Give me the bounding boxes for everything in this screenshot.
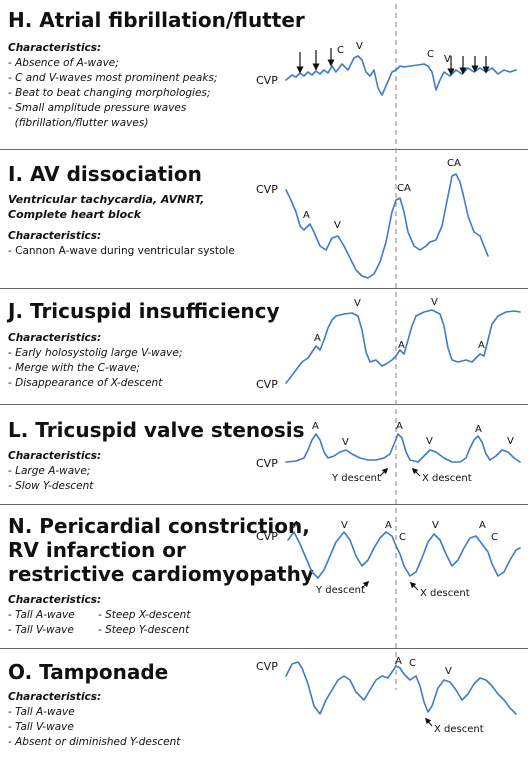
y-descent-arrow-icon	[379, 467, 389, 477]
wave-label-a: A	[385, 520, 392, 531]
wave-label-a: A	[312, 421, 319, 432]
x-descent-arrow-icon	[409, 581, 419, 591]
y-descent-arrow-icon	[361, 580, 370, 589]
wave-label-c: C	[337, 45, 344, 56]
section-n-title: restrictive cardiomyopathy	[8, 562, 314, 586]
cvp-label: CVP	[256, 530, 278, 543]
section-n-item: - Steep Y-descent	[98, 624, 190, 636]
section-h-char-label: Characteristics:	[8, 42, 102, 54]
wave-label-a: A	[395, 656, 402, 667]
section-n-title: RV infarction or	[8, 538, 186, 562]
wave-label-c: C	[399, 532, 406, 543]
section-h-item: (fibrillation/flutter waves)	[8, 117, 149, 129]
wave-label-ca: CA	[447, 158, 461, 169]
wave-label-v: V	[432, 520, 439, 531]
x-descent-label: X descent	[434, 724, 484, 735]
section-divider	[0, 648, 528, 649]
section-o-item: - Tall V-wave	[8, 721, 74, 733]
section-j-char-label: Characteristics:	[8, 332, 102, 344]
section-i-char-label: Characteristics:	[8, 230, 102, 242]
section-divider	[0, 404, 528, 405]
cvp-waveform-j	[285, 309, 521, 384]
wave-label-v: V	[431, 297, 438, 308]
y-descent-label: Y descent	[315, 585, 365, 596]
wave-label-a: A	[475, 424, 482, 435]
wave-label-c: C	[409, 658, 416, 669]
x-descent-arrow-icon	[425, 717, 433, 727]
section-i-subtitle: Complete heart block	[8, 208, 142, 221]
wave-label-a: A	[303, 210, 310, 221]
x-descent-label: X descent	[422, 473, 472, 484]
section-j-title: J. Tricuspid insufficiency	[8, 299, 280, 323]
section-i-subtitle: Ventricular tachycardia, AVNRT,	[8, 193, 205, 206]
section-divider	[0, 149, 528, 150]
section-h-item: - Small amplitude pressure waves	[8, 102, 187, 114]
section-h-item: - Absence of A-wave;	[8, 57, 119, 69]
wave-label-c: C	[427, 49, 434, 60]
section-h-title: H. Atrial fibrillation/flutter	[8, 8, 305, 32]
wave-label-v: V	[426, 436, 433, 447]
section-i-title: I. AV dissociation	[8, 162, 202, 186]
wave-label-ca: CA	[397, 183, 411, 194]
section-l-title: L. Tricuspid valve stenosis	[8, 418, 305, 442]
wave-label-v: V	[334, 220, 341, 231]
section-n-title: N. Pericardial constriction,	[8, 514, 310, 538]
wave-label-a: A	[396, 421, 403, 432]
section-i-item: - Cannon A-wave during ventricular systo…	[8, 245, 235, 257]
cvp-label: CVP	[256, 378, 278, 391]
section-j-item: - Merge with the C-wave;	[8, 362, 140, 374]
section-n-item: - Tall V-wave	[8, 624, 74, 636]
cvp-label: CVP	[256, 457, 278, 470]
cvp-label: CVP	[256, 660, 278, 673]
section-n-char-label: Characteristics:	[8, 594, 102, 606]
wave-label-a: A	[478, 340, 485, 351]
section-n-item: - Steep X-descent	[98, 609, 191, 621]
cvp-waveform-n	[287, 531, 521, 579]
wave-label-a: A	[479, 520, 486, 531]
section-divider	[0, 288, 528, 289]
section-o-item: - Absent or diminished Y-descent	[8, 736, 181, 748]
section-h-item: - C and V-waves most prominent peaks;	[8, 72, 218, 84]
section-l-item: - Slow Y-descent	[8, 480, 94, 492]
cvp-waveform-o	[285, 661, 517, 715]
wave-label-a: A	[293, 520, 300, 531]
wave-label-v: V	[354, 298, 361, 309]
cvp-waveform-l	[285, 433, 521, 463]
cvp-waveform-h	[285, 55, 517, 96]
section-o-title: O. Tamponade	[8, 660, 169, 684]
cvp-label: CVP	[256, 74, 278, 87]
wave-label-v: V	[445, 666, 452, 677]
wave-label-a: A	[314, 333, 321, 344]
wave-label-a: A	[398, 340, 405, 351]
section-l-char-label: Characteristics:	[8, 450, 102, 462]
x-descent-arrow-icon	[411, 467, 421, 477]
section-o-char-label: Characteristics:	[8, 691, 102, 703]
section-o-item: - Tall A-wave	[8, 706, 75, 718]
wave-label-v: V	[507, 436, 514, 447]
wave-label-v: V	[342, 437, 349, 448]
arrow-marks	[296, 48, 490, 76]
section-divider	[0, 504, 528, 505]
wave-label-c: C	[491, 532, 498, 543]
section-n-item: - Tall A-wave	[8, 609, 75, 621]
y-descent-label: Y descent	[331, 473, 381, 484]
section-j-item: - Disappearance of X-descent	[8, 377, 163, 389]
x-descent-label: X descent	[420, 588, 470, 599]
section-l-item: - Large A-wave;	[8, 465, 91, 477]
cvp-label: CVP	[256, 183, 278, 196]
wave-label-v: V	[356, 41, 363, 52]
wave-label-v: V	[341, 520, 348, 531]
section-h-item: - Beat to beat changing morphologies;	[8, 87, 211, 99]
section-j-item: - Early holosystolig large V-wave;	[8, 347, 183, 359]
wave-label-v: V	[444, 54, 451, 65]
cvp-waveform-i	[285, 173, 489, 279]
